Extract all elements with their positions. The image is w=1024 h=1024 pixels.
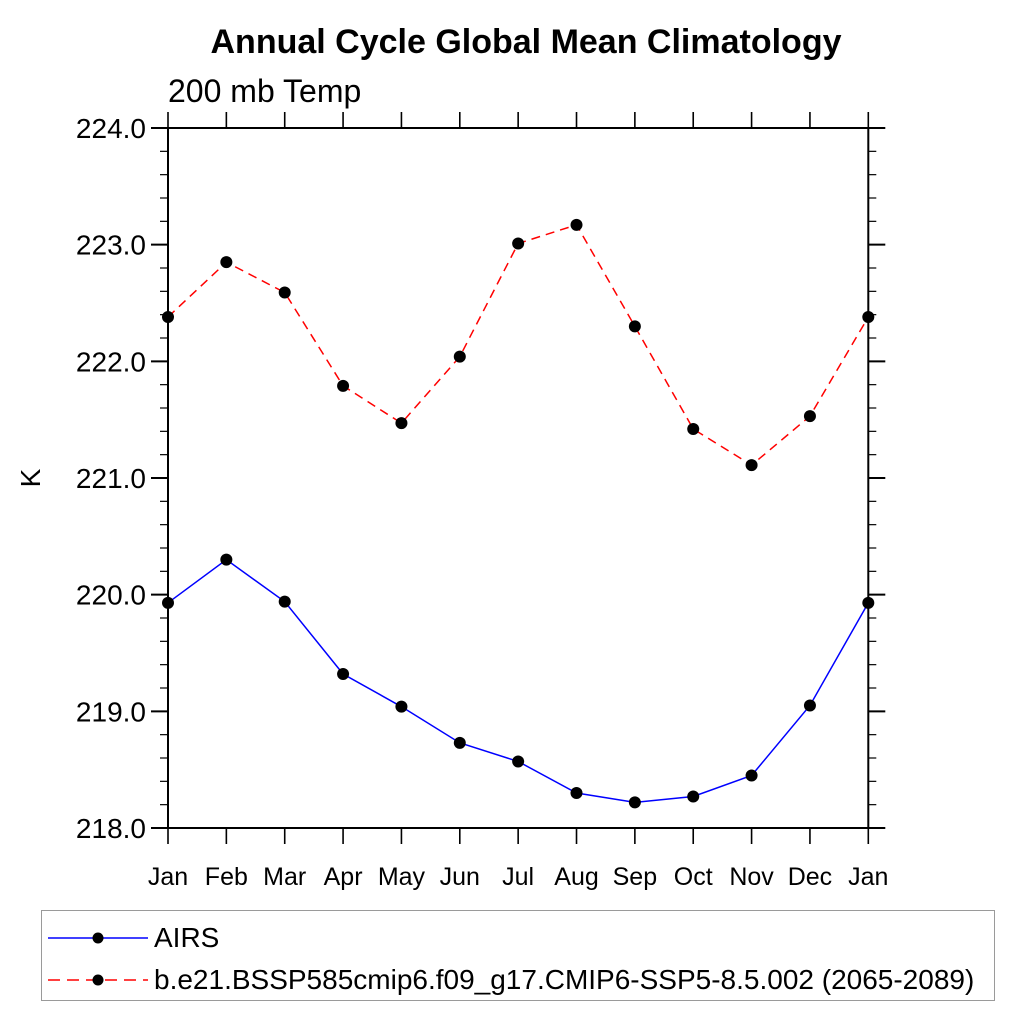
data-point xyxy=(628,796,641,809)
data-point xyxy=(803,699,816,712)
legend-line-sample-solid xyxy=(48,932,148,944)
x-tick-label: Aug xyxy=(554,863,598,891)
data-point xyxy=(395,417,408,430)
x-tick-label: Mar xyxy=(263,863,306,891)
x-tick-label: Feb xyxy=(205,863,248,891)
plot-border xyxy=(167,127,870,829)
data-point xyxy=(687,423,700,435)
data-point xyxy=(162,311,174,323)
x-tick-label: Dec xyxy=(788,863,832,891)
data-point xyxy=(570,218,583,231)
series-line-1 xyxy=(167,223,869,467)
data-point xyxy=(570,787,583,799)
data-point xyxy=(220,256,233,269)
x-tick-label: Apr xyxy=(324,863,363,891)
legend-line-sample-dashed xyxy=(48,974,148,986)
legend-label-airs: AIRS xyxy=(154,922,220,953)
data-point xyxy=(220,553,233,566)
data-point xyxy=(803,410,816,423)
data-point xyxy=(512,237,525,250)
legend-item-airs: AIRS xyxy=(47,923,219,953)
y-tick-label: 222.0 xyxy=(76,346,146,377)
y-tick-label: 219.0 xyxy=(76,696,146,727)
x-tick-label: May xyxy=(378,863,426,891)
x-tick-label: Sep xyxy=(613,863,657,891)
x-tick-label: Jul xyxy=(502,863,534,891)
data-point xyxy=(278,286,291,299)
y-tick-label: 224.0 xyxy=(76,113,146,144)
data-point xyxy=(395,700,408,713)
data-point xyxy=(512,755,525,768)
y-tick-label: 221.0 xyxy=(76,463,146,494)
data-point xyxy=(162,596,174,609)
x-tick-label: Jan xyxy=(148,863,188,891)
legend: AIRS b.e21.BSSP585cmip6.f09_g17.CMIP6-SS… xyxy=(41,910,995,1001)
legend-label-model: b.e21.BSSP585cmip6.f09_g17.CMIP6-SSP5-8.… xyxy=(154,964,975,995)
y-tick-label: 223.0 xyxy=(76,230,146,261)
chart-title: Annual Cycle Global Mean Climatology xyxy=(210,23,842,61)
y-tick-label: 218.0 xyxy=(76,813,146,844)
data-point xyxy=(453,736,466,749)
chart-subtitle: 200 mb Temp xyxy=(168,73,362,109)
data-point xyxy=(687,790,700,803)
data-point xyxy=(745,459,758,472)
data-point xyxy=(745,769,758,782)
x-tick-label: Oct xyxy=(674,863,713,891)
x-tick-label: Jun xyxy=(440,863,480,891)
x-tick-label: Nov xyxy=(729,863,774,891)
data-point xyxy=(628,320,641,333)
legend-marker-dot xyxy=(92,974,104,986)
legend-marker-dot xyxy=(92,932,104,944)
x-tick-label: Jan xyxy=(848,863,888,891)
legend-item-model: b.e21.BSSP585cmip6.f09_g17.CMIP6-SSP5-8.… xyxy=(47,965,974,995)
data-point xyxy=(862,596,875,609)
data-point xyxy=(337,668,350,680)
data-point xyxy=(862,311,875,323)
data-point xyxy=(453,350,466,363)
data-point xyxy=(278,595,291,608)
y-tick-label: 220.0 xyxy=(76,580,146,611)
data-point xyxy=(337,379,350,392)
